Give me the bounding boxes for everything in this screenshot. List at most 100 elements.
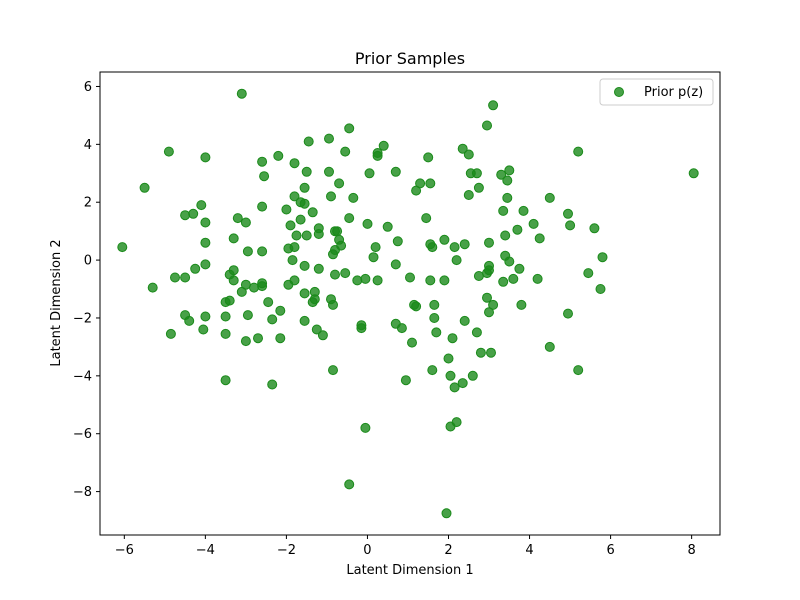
data-point xyxy=(368,252,379,263)
data-point xyxy=(482,292,492,303)
data-point xyxy=(139,182,150,193)
data-point xyxy=(425,178,436,189)
data-point xyxy=(425,275,436,286)
data-point xyxy=(378,140,389,151)
data-point xyxy=(544,341,555,352)
data-point xyxy=(504,256,515,267)
x-tick-label: −4 xyxy=(196,543,215,558)
data-point xyxy=(317,330,328,341)
data-point xyxy=(344,479,355,490)
data-point xyxy=(326,191,336,202)
y-tick-label: −8 xyxy=(73,485,92,500)
data-point xyxy=(324,133,334,144)
data-point xyxy=(473,182,484,193)
x-axis-ticks: −6 −4 −2 0 2 4 6 8 xyxy=(115,535,696,558)
data-point xyxy=(421,213,432,224)
data-point xyxy=(257,246,268,257)
data-point xyxy=(423,152,434,163)
data-point xyxy=(364,168,375,179)
data-point xyxy=(285,220,296,231)
data-point xyxy=(332,226,343,237)
data-point xyxy=(471,168,482,179)
data-point xyxy=(236,286,247,297)
legend-marker-icon xyxy=(614,87,624,97)
data-point xyxy=(147,282,158,293)
data-point xyxy=(289,191,300,202)
data-point xyxy=(165,328,176,339)
data-point xyxy=(484,265,494,276)
data-point xyxy=(390,259,401,270)
data-point xyxy=(427,365,438,376)
data-point xyxy=(163,146,174,157)
data-point xyxy=(484,237,494,248)
data-point xyxy=(291,230,302,241)
data-point xyxy=(400,375,411,386)
data-point xyxy=(457,143,468,154)
y-tick-label: −2 xyxy=(73,311,92,326)
data-point xyxy=(360,273,371,284)
data-point xyxy=(344,213,355,224)
data-point xyxy=(328,299,338,310)
data-point xyxy=(344,123,355,134)
data-point xyxy=(360,422,371,433)
data-point xyxy=(352,275,363,286)
data-point xyxy=(228,233,239,244)
data-point xyxy=(498,205,509,216)
data-point xyxy=(299,288,310,299)
data-point xyxy=(117,242,128,253)
data-point xyxy=(504,165,515,176)
data-point xyxy=(228,275,239,286)
x-axis-label: Latent Dimension 1 xyxy=(346,563,473,578)
data-point xyxy=(283,279,294,290)
data-point xyxy=(463,190,474,200)
data-point xyxy=(475,347,486,358)
data-point xyxy=(311,324,322,335)
data-point xyxy=(518,205,529,216)
data-point xyxy=(232,213,243,224)
x-tick-label: −2 xyxy=(277,543,296,558)
y-tick-label: −6 xyxy=(73,427,92,442)
data-point xyxy=(390,166,401,177)
data-point xyxy=(439,234,450,245)
data-point xyxy=(471,327,482,338)
data-point xyxy=(330,269,340,280)
data-point xyxy=(301,166,312,177)
data-point xyxy=(236,88,247,99)
y-axis-label: Latent Dimension 2 xyxy=(49,239,64,366)
data-point xyxy=(295,214,306,225)
data-point xyxy=(328,365,338,376)
data-point xyxy=(200,237,211,248)
data-point xyxy=(688,168,699,179)
data-point xyxy=(445,370,456,381)
x-tick-label: 0 xyxy=(363,543,371,558)
data-point xyxy=(253,333,263,344)
data-point xyxy=(463,149,474,160)
y-tick-label: 6 xyxy=(84,80,92,95)
data-point xyxy=(196,200,207,211)
data-point xyxy=(200,259,211,270)
data-points xyxy=(117,88,699,519)
data-point xyxy=(411,185,422,196)
data-point xyxy=(451,417,462,428)
data-point xyxy=(275,333,286,344)
data-point xyxy=(356,323,367,334)
data-point xyxy=(313,229,324,239)
data-point xyxy=(563,208,573,219)
data-point xyxy=(362,218,373,229)
data-point xyxy=(443,353,454,364)
data-point xyxy=(287,255,298,266)
data-point xyxy=(275,305,286,316)
data-point xyxy=(429,313,440,323)
data-point xyxy=(188,208,199,219)
data-point xyxy=(563,308,573,319)
data-point xyxy=(198,324,209,335)
data-point xyxy=(447,333,458,344)
data-point xyxy=(220,375,231,386)
data-point xyxy=(289,158,300,169)
data-point xyxy=(396,323,407,334)
data-point xyxy=(370,242,381,253)
data-point xyxy=(372,275,383,286)
data-point xyxy=(242,246,253,257)
y-tick-label: 4 xyxy=(84,138,92,153)
